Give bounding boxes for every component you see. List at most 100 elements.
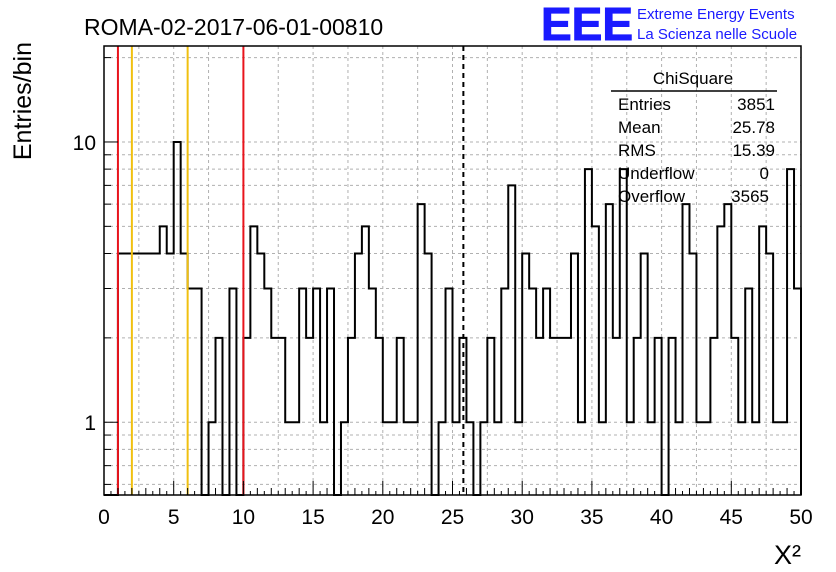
- y-tick-label: 10: [73, 132, 96, 155]
- histogram-bin: [773, 422, 780, 495]
- histogram-bin: [355, 253, 362, 495]
- histogram-bin: [195, 289, 202, 495]
- x-tick-label: 15: [301, 506, 324, 529]
- histogram-bin: [724, 204, 731, 495]
- histogram-bin: [745, 289, 752, 495]
- histogram-bin: [696, 422, 703, 495]
- histogram-bin: [243, 338, 250, 495]
- axes: 0 5 10 15 20 25 30 35 40 45 50 1 10: [73, 45, 813, 529]
- histogram-bin: [634, 338, 641, 495]
- histogram-bin: [759, 226, 766, 495]
- x-tick-label: 10: [232, 506, 255, 529]
- histogram-bin: [348, 338, 355, 495]
- histogram-bin: [118, 253, 125, 495]
- eee-logo: EEE Extreme Energy Events La Scienza nel…: [541, 0, 798, 51]
- histogram-bin: [599, 422, 606, 495]
- histogram-bin: [487, 338, 494, 495]
- histogram-bin: [683, 204, 690, 495]
- histogram-bin: [585, 169, 592, 495]
- x-tick-label: 50: [789, 506, 812, 529]
- histogram-bin: [174, 142, 181, 495]
- histogram-bin: [571, 253, 578, 495]
- histogram-bin: [341, 422, 348, 495]
- histogram-bin: [731, 338, 738, 495]
- histogram-bin: [132, 253, 139, 495]
- histogram-bin: [641, 253, 648, 495]
- histogram-bin: [787, 169, 794, 495]
- x-axis-label: X²: [774, 540, 801, 570]
- histogram-bin: [710, 338, 717, 495]
- histogram-bin: [738, 422, 745, 495]
- histogram-bin: [501, 289, 508, 495]
- logo-mark: EEE: [541, 0, 633, 50]
- stats-value-overflow: 3565: [731, 187, 769, 206]
- histogram-bin: [439, 422, 446, 495]
- histogram-bin: [480, 422, 487, 495]
- histogram-bin: [411, 422, 418, 495]
- stats-label-mean: Mean: [618, 118, 661, 137]
- stats-label-entries: Entries: [618, 95, 671, 114]
- histogram-bin: [418, 204, 425, 495]
- histogram-bin: [181, 253, 188, 495]
- marker-lines: [116, 46, 465, 495]
- histogram-bin: [292, 422, 299, 495]
- histogram-bin: [320, 422, 327, 495]
- histogram-bin: [390, 422, 397, 495]
- chart-title: ROMA-02-2017-06-01-00810: [84, 14, 383, 40]
- histogram-bin: [606, 204, 613, 495]
- stats-label-overflow: Overflow: [618, 187, 686, 206]
- histogram-bin: [216, 338, 223, 495]
- histogram-bin: [397, 338, 404, 495]
- histogram-bin: [676, 422, 683, 495]
- histogram-bin: [362, 226, 369, 495]
- histogram-bin: [327, 289, 334, 495]
- histogram-bin: [669, 338, 676, 495]
- stats-label-rms: RMS: [618, 141, 656, 160]
- histogram-bin: [529, 289, 536, 495]
- stats-label-underflow: Underflow: [618, 164, 695, 183]
- histogram-bin: [306, 338, 313, 495]
- histogram-series: [104, 140, 802, 496]
- histogram-bin: [160, 226, 167, 495]
- histogram-bin: [494, 422, 501, 495]
- histogram-bin: [508, 185, 515, 495]
- histogram-bin: [404, 422, 411, 495]
- histogram-bin: [271, 338, 278, 495]
- histogram-bin: [229, 289, 236, 495]
- x-tick-label: 20: [371, 506, 394, 529]
- logo-line-1: Extreme Energy Events: [637, 6, 795, 23]
- x-tick-label: 25: [441, 506, 464, 529]
- histogram-bin: [453, 422, 460, 495]
- histogram-bin: [655, 338, 662, 495]
- histogram-bin: [299, 289, 306, 495]
- x-tick-label: 0: [98, 506, 110, 529]
- stats-value-rms: 15.39: [732, 141, 775, 160]
- histogram-bin: [620, 169, 627, 495]
- histogram-bin: [592, 226, 599, 495]
- histogram-bin: [543, 289, 550, 495]
- histogram-bin: [125, 253, 132, 495]
- histogram-bin: [264, 289, 271, 495]
- x-tick-label: 35: [580, 506, 603, 529]
- histogram-bin: [369, 289, 376, 495]
- histogram-bin: [446, 289, 453, 495]
- histogram-bin: [209, 422, 216, 495]
- histogram-bin: [285, 422, 292, 495]
- histogram-bin: [578, 422, 585, 495]
- x-tick-label: 40: [650, 506, 673, 529]
- stats-value-mean: 25.78: [732, 118, 775, 137]
- histogram-bin: [376, 338, 383, 495]
- histogram-bin: [550, 338, 557, 495]
- histogram-bin: [522, 253, 529, 495]
- histogram-bin: [167, 253, 174, 495]
- histogram-bin: [188, 289, 195, 495]
- histogram-bin: [648, 422, 655, 495]
- histogram-bin: [627, 422, 634, 495]
- histogram-bin: [250, 226, 257, 495]
- y-tick-label: 1: [84, 412, 96, 435]
- stats-value-underflow: 0: [760, 164, 769, 183]
- histogram-bin: [146, 253, 153, 495]
- x-tick-label: 30: [511, 506, 534, 529]
- histogram-step-line: [104, 140, 802, 496]
